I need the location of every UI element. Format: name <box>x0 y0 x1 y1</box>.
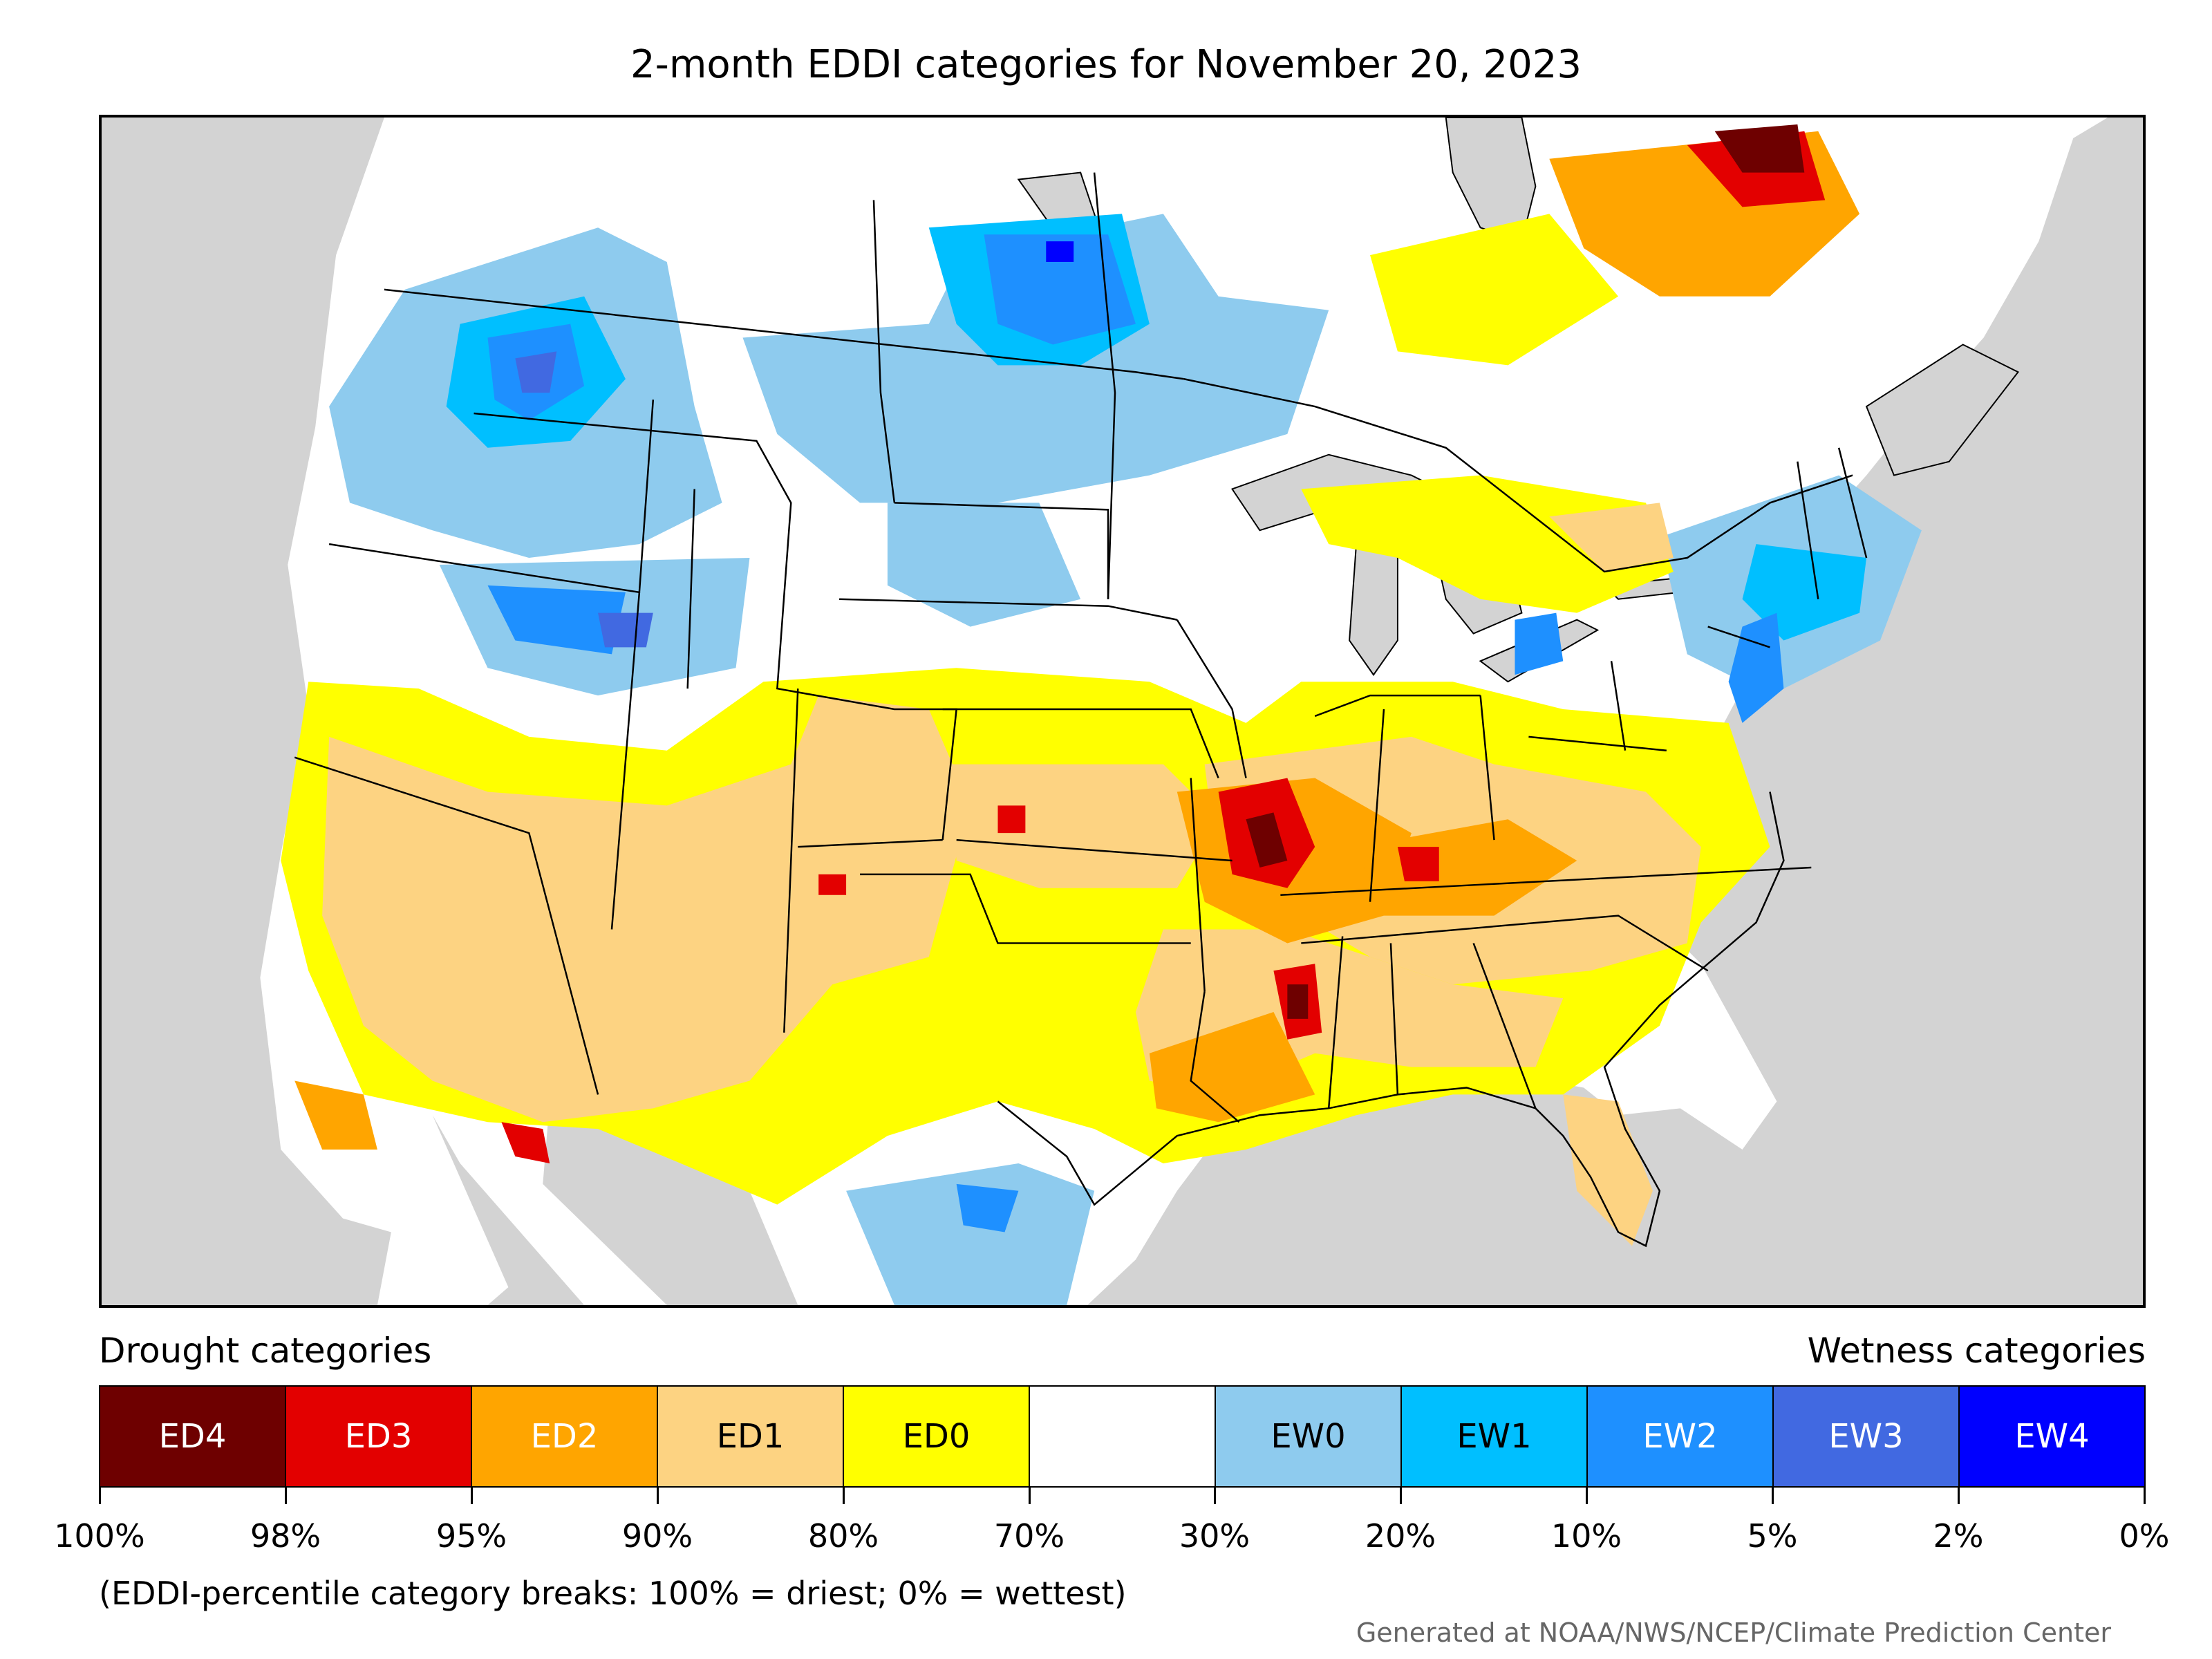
colorbar-tick <box>1400 1488 1402 1504</box>
map-title: 2-month EDDI categories for November 20,… <box>630 42 1582 87</box>
ew1-texas <box>956 1183 1019 1232</box>
colorbar-tick <box>1772 1488 1774 1504</box>
colorbar-cell-ed3: ED3 <box>286 1387 472 1486</box>
wetness-legend-title: Wetness categories <box>1807 1331 2146 1371</box>
ed3-kansas <box>997 805 1026 834</box>
ed3-kentucky <box>1397 847 1439 881</box>
colorbar-tick-label: 90% <box>621 1517 693 1555</box>
colorbar-tick-label: 80% <box>807 1517 879 1555</box>
ed1-southwest <box>322 695 971 1123</box>
ew2-manitoba <box>984 234 1136 345</box>
ed3-baja <box>501 1122 550 1163</box>
colorbar-tick <box>1214 1488 1216 1504</box>
map-canvas <box>102 118 2108 1305</box>
colorbar-cell-ed2: ED2 <box>472 1387 658 1486</box>
colorbar-tick-labels: 100% 98% 95% 90% 80% 70% 30% 20% 10% 5% 2% 0% <box>54 1517 2169 1559</box>
ew3-pnw <box>515 351 557 393</box>
ew3-utah <box>598 612 653 648</box>
colorbar-cell-ed4: ED4 <box>100 1387 286 1486</box>
ed4-illinois <box>1246 812 1288 868</box>
colorbar-cell-ew3: EW3 <box>1774 1387 1960 1486</box>
ed2-baja <box>294 1080 377 1150</box>
colorbar-tick <box>285 1488 287 1504</box>
colorbar-ticks <box>99 1488 2146 1508</box>
colorbar-cell-ew2: EW2 <box>1588 1387 1774 1486</box>
category-colorbar: ED4 ED3 ED2 ED1 ED0 EW0 EW1 EW2 EW3 EW4 <box>99 1385 2146 1488</box>
ed3-colorado <box>818 874 847 895</box>
category-breaks-note: (EDDI-percentile category breaks: 100% =… <box>99 1575 1127 1612</box>
colorbar-cell-ed0: ED0 <box>844 1387 1030 1486</box>
ed2-ohio <box>1356 819 1577 916</box>
ed4-quebec <box>1714 124 1805 173</box>
colorbar-tick-label: 2% <box>1933 1517 1984 1555</box>
colorbar-tick-label: 0% <box>2119 1517 2170 1555</box>
colorbar-tick <box>2144 1488 2146 1504</box>
colorbar-tick-label: 5% <box>1747 1517 1798 1555</box>
ew4-manitoba <box>1046 241 1074 263</box>
colorbar-tick-label: 100% <box>54 1517 145 1555</box>
colorbar-tick-label: 20% <box>1365 1517 1436 1555</box>
colorbar-cell-ew0: EW0 <box>1216 1387 1402 1486</box>
ew0-plains <box>887 503 1081 627</box>
gulf-st-lawrence <box>1865 344 2020 476</box>
gulf-coast <box>997 791 1785 1248</box>
colorbar-tick <box>471 1488 473 1504</box>
ed1-kansas <box>949 764 1219 888</box>
ew2-nj <box>1728 612 1784 723</box>
colorbar-tick-label: 10% <box>1550 1517 1622 1555</box>
colorbar-tick <box>843 1488 845 1504</box>
colorbar-tick-label: 95% <box>435 1517 507 1555</box>
colorbar-cell-ew4: EW4 <box>1960 1387 2144 1486</box>
colorbar-cell-ew1: EW1 <box>1402 1387 1588 1486</box>
ew1-ny-west <box>1515 612 1564 675</box>
colorbar-tick-label: 98% <box>250 1517 321 1555</box>
ew1-idaho <box>487 585 626 655</box>
ed2-louisiana <box>1149 1011 1315 1123</box>
colorbar-tick <box>1958 1488 1960 1504</box>
ed1-florida <box>1563 1094 1653 1246</box>
colorbar-cell-neutral <box>1030 1387 1216 1486</box>
colorbar-cell-ed1: ED1 <box>658 1387 844 1486</box>
colorbar-tick <box>99 1488 101 1504</box>
colorbar-tick <box>657 1488 659 1504</box>
colorbar-tick <box>1586 1488 1588 1504</box>
eddi-map <box>99 115 2146 1308</box>
ed1-ontario <box>1549 503 1674 572</box>
ew0-texas <box>846 1163 1095 1305</box>
drought-legend-title: Drought categories <box>99 1331 432 1371</box>
colorbar-tick-label: 30% <box>1179 1517 1250 1555</box>
colorbar-tick <box>1029 1488 1031 1504</box>
ed4-mississippi <box>1287 984 1309 1019</box>
ed0-quebec <box>1370 214 1619 366</box>
political-borders <box>294 172 1868 1123</box>
colorbar-tick-label: 70% <box>993 1517 1065 1555</box>
ed0-ontario <box>1301 475 1674 613</box>
credit-text: Generated at NOAA/NWS/NCEP/Climate Predi… <box>1356 1618 2111 1648</box>
